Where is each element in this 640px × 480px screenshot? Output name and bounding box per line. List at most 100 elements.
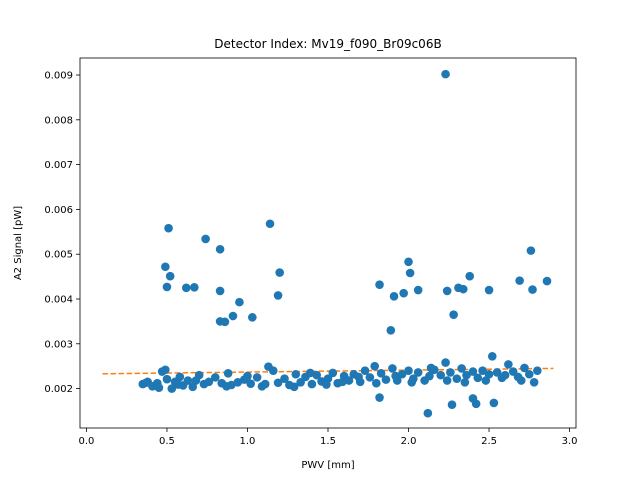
data-point bbox=[161, 262, 170, 272]
y-tick-label: 0.002 bbox=[44, 384, 73, 395]
plot-area bbox=[80, 58, 576, 428]
data-point bbox=[504, 360, 513, 369]
data-point bbox=[524, 369, 534, 379]
y-tick-label: 0.003 bbox=[44, 339, 73, 350]
data-point bbox=[449, 310, 458, 319]
data-point bbox=[291, 369, 301, 379]
data-point bbox=[465, 271, 475, 281]
x-tick-label: 0.0 bbox=[78, 436, 94, 447]
data-point bbox=[426, 363, 436, 373]
y-tick-label: 0.009 bbox=[44, 71, 73, 82]
x-axis-label: PWV [mm] bbox=[301, 460, 354, 471]
data-point bbox=[487, 352, 497, 361]
data-point bbox=[162, 374, 172, 384]
data-point bbox=[273, 378, 283, 388]
data-point bbox=[376, 369, 386, 378]
data-point bbox=[489, 398, 499, 408]
data-point bbox=[404, 366, 413, 375]
data-point bbox=[452, 374, 462, 384]
data-point bbox=[228, 311, 238, 321]
data-point bbox=[307, 379, 317, 389]
x-tick-label: 2.5 bbox=[481, 436, 497, 447]
data-point bbox=[399, 288, 408, 298]
data-point bbox=[181, 283, 191, 293]
data-point bbox=[252, 373, 262, 382]
data-point bbox=[289, 382, 299, 392]
data-point bbox=[365, 373, 375, 382]
data-point bbox=[322, 380, 331, 389]
data-point bbox=[391, 371, 400, 381]
data-point bbox=[447, 400, 457, 410]
data-point bbox=[404, 257, 413, 267]
data-point bbox=[243, 371, 252, 381]
data-point bbox=[386, 326, 396, 335]
data-point bbox=[407, 378, 417, 387]
fit-line bbox=[102, 367, 554, 375]
data-point bbox=[220, 317, 230, 327]
data-point bbox=[425, 371, 434, 381]
data-point bbox=[375, 280, 384, 289]
data-point bbox=[173, 380, 183, 389]
data-point bbox=[473, 373, 483, 383]
data-point bbox=[162, 282, 172, 292]
data-point bbox=[164, 223, 173, 233]
data-point bbox=[478, 366, 487, 375]
data-point bbox=[370, 361, 380, 371]
y-tick-label: 0.006 bbox=[44, 205, 73, 216]
data-point bbox=[305, 368, 315, 378]
data-point bbox=[413, 285, 423, 295]
y-tick-label: 0.004 bbox=[44, 294, 73, 305]
data-point bbox=[223, 369, 233, 378]
data-point bbox=[344, 376, 354, 385]
x-tick-label: 0.5 bbox=[159, 436, 175, 447]
data-point bbox=[423, 408, 433, 418]
x-tick-label: 1.5 bbox=[320, 436, 336, 447]
data-point bbox=[528, 285, 537, 294]
x-tick-label: 3.0 bbox=[562, 436, 578, 447]
data-point bbox=[533, 366, 542, 375]
data-point bbox=[389, 292, 399, 301]
data-point bbox=[446, 368, 455, 377]
data-point bbox=[222, 382, 231, 391]
data-point bbox=[372, 378, 381, 388]
data-point bbox=[191, 376, 201, 385]
data-point bbox=[215, 244, 225, 254]
data-point bbox=[183, 376, 193, 385]
data-point bbox=[442, 286, 452, 296]
x-tick-label: 1.0 bbox=[240, 436, 256, 447]
data-point bbox=[388, 364, 397, 373]
data-point bbox=[154, 383, 164, 392]
data-point bbox=[165, 271, 175, 281]
data-point bbox=[462, 370, 471, 380]
fit-line-layer bbox=[102, 367, 554, 375]
data-point bbox=[458, 284, 468, 294]
scatter-points-layer bbox=[138, 69, 552, 418]
data-point bbox=[457, 364, 466, 373]
data-point bbox=[210, 373, 220, 382]
data-point bbox=[275, 268, 284, 277]
data-point bbox=[529, 378, 539, 387]
data-point bbox=[460, 378, 470, 387]
data-point bbox=[265, 219, 275, 229]
data-point bbox=[167, 384, 177, 393]
data-point bbox=[204, 377, 214, 387]
data-point bbox=[328, 368, 338, 378]
data-point bbox=[246, 379, 256, 388]
data-point bbox=[442, 376, 452, 385]
data-point bbox=[375, 393, 384, 402]
data-point bbox=[338, 377, 347, 387]
data-point bbox=[360, 366, 370, 375]
data-point bbox=[233, 378, 243, 387]
data-point bbox=[413, 368, 423, 377]
data-point bbox=[441, 358, 450, 367]
y-axis-ticks: 0.002 0.003 0.004 0.005 0.006 0.007 0.008 0.009 bbox=[44, 71, 80, 395]
data-point bbox=[268, 366, 278, 375]
data-point bbox=[201, 234, 210, 244]
data-point bbox=[471, 399, 481, 409]
data-point bbox=[260, 379, 270, 389]
data-point bbox=[441, 69, 450, 79]
y-tick-label: 0.007 bbox=[44, 160, 73, 171]
data-point bbox=[248, 313, 257, 322]
chart-title: Detector Index: Mv19_f090_Br09c06B bbox=[214, 37, 441, 51]
data-point bbox=[280, 374, 289, 384]
